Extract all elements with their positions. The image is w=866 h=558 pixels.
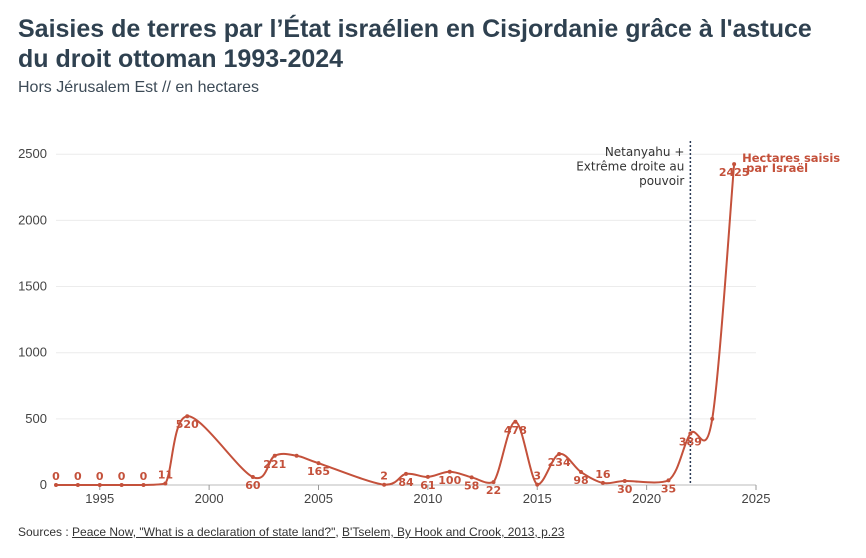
data-point: [579, 470, 583, 475]
data-label: 30: [617, 483, 633, 496]
data-point: [75, 483, 80, 487]
data-point: [513, 419, 518, 424]
data-point: [666, 478, 671, 483]
data-label: 22: [486, 484, 501, 497]
data-point: [404, 471, 408, 476]
data-label: 58: [464, 479, 479, 492]
y-tick-label: 2500: [18, 146, 47, 161]
data-label: 234: [548, 456, 571, 469]
source-link-peace-now[interactable]: Peace Now, "What is a declaration of sta…: [72, 525, 336, 539]
series-line: [56, 164, 736, 486]
data-label: 16: [595, 468, 611, 481]
chart-subtitle: Hors Jérusalem Est // en hectares: [18, 79, 259, 96]
x-tick-label: 2015: [523, 491, 552, 506]
data-label: 60: [245, 479, 261, 492]
chart-title: Saisies de terres par l’État israélien e…: [18, 15, 812, 73]
data-label: 84: [398, 476, 414, 489]
annotation-text: Extrême droite au: [576, 160, 684, 174]
data-label: 0: [74, 470, 82, 483]
data-point: [316, 461, 321, 466]
y-tick-label: 1500: [18, 279, 47, 294]
y-tick-label: 500: [25, 411, 47, 426]
data-label: 478: [504, 424, 527, 437]
data-point: [141, 483, 146, 487]
data-point: [469, 475, 474, 480]
data-label: 0: [52, 470, 60, 483]
data-point: [294, 453, 299, 458]
data-point: [535, 482, 540, 487]
x-tick-label: 2020: [632, 491, 661, 506]
y-tick-label: 0: [40, 477, 47, 492]
data-point: [491, 480, 496, 485]
x-tick-label: 2025: [742, 491, 771, 506]
data-point: [250, 475, 255, 480]
data-point: [185, 414, 190, 419]
y-tick-label: 1000: [18, 345, 47, 360]
data-label: 0: [118, 470, 126, 483]
x-tick-label: 1995: [85, 491, 114, 506]
data-point: [622, 479, 627, 484]
source-link-btselem[interactable]: B'Tselem, By Hook and Crook, 2013, p.23: [342, 525, 565, 539]
sources-prefix: Sources :: [18, 525, 73, 539]
data-point: [119, 483, 124, 487]
sources-separator: ,: [335, 525, 343, 539]
data-label: 61: [420, 479, 435, 492]
data-point: [54, 483, 58, 487]
data-label: 0: [96, 470, 104, 483]
data-label: 2425: [719, 166, 750, 179]
annotation-text: Netanyahu +: [605, 145, 685, 159]
data-label: 3: [533, 470, 541, 483]
sources-footer: Sources : Peace Now, "What is a declarat…: [18, 525, 564, 539]
data-label: 221: [263, 458, 286, 471]
data-label: 35: [661, 482, 676, 495]
data-label: 100: [438, 474, 461, 487]
data-point: [382, 482, 387, 487]
annotation-text: pouvoir: [639, 174, 684, 188]
data-point: [272, 453, 277, 458]
data-point: [163, 481, 168, 486]
data-label: 165: [307, 465, 330, 478]
x-tick-label: 2010: [413, 491, 442, 506]
data-point: [97, 483, 102, 487]
data-label: 389: [679, 436, 702, 449]
x-tick-label: 2000: [195, 491, 224, 506]
series-name-label-line2: par Israël: [746, 161, 808, 175]
data-point: [447, 469, 452, 474]
x-tick-label: 2005: [304, 491, 333, 506]
data-point: [557, 452, 562, 457]
data-label: 520: [176, 418, 199, 431]
data-label: 98: [573, 474, 588, 487]
data-label: 11: [158, 469, 173, 482]
data-point: [600, 480, 605, 485]
data-point: [732, 162, 737, 167]
data-point: [710, 416, 715, 421]
data-point: [688, 431, 693, 436]
data-point: [425, 474, 430, 479]
y-tick-label: 2000: [18, 212, 47, 227]
series-name-label-line1: Hectares saisis: [742, 151, 840, 165]
data-label: 2: [380, 470, 388, 483]
data-label: 0: [140, 470, 148, 483]
